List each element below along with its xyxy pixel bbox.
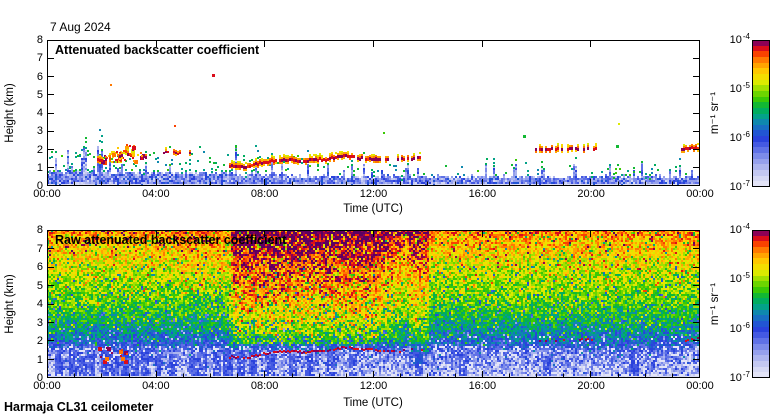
y-tick-label: 2 [36,335,43,347]
y-tick-label: 8 [36,224,43,236]
x-tick-label: 04:00 [142,380,170,392]
colorbar-tick-label: 10-4 [729,32,750,46]
x-tick-label: 00:00 [686,380,714,392]
y-tick-label: 6 [36,70,43,83]
top-colorbar-unit-label: m⁻¹ sr⁻¹ [709,91,721,135]
bottom-colorbar-unit-label: m⁻¹ sr⁻¹ [709,282,721,326]
x-tick-label: 16:00 [468,380,497,392]
y-tick-label: 6 [36,261,43,273]
y-tick-label: 4 [36,107,43,119]
y-tick-label: 2 [36,143,43,156]
y-tick-label: 5 [36,88,43,101]
raw-backscatter-heatmap [47,230,700,378]
x-tick-label: 00:00 [33,380,61,392]
y-tick-label: 1 [36,353,43,366]
top-x-axis-label: Time (UTC) [343,203,403,215]
top-colorbar [752,40,770,187]
colorbar-tick-label: 10-5 [729,81,750,95]
x-tick-label: 00:00 [33,188,61,200]
x-tick-label: 12:00 [359,380,388,392]
y-tick-label: 8 [36,34,43,46]
colorbar-tick-label: 10-5 [729,271,750,286]
colorbar-tick-label: 10-6 [729,130,750,144]
top-panel-title: Attenuated backscatter coefficient [55,43,260,57]
y-tick-label: 0 [36,180,43,192]
date-label: 7 Aug 2024 [50,20,111,34]
bottom-panel-title: Raw attenuated backscatter coefficient [55,233,287,247]
colorbar-tick-label: 10-7 [729,179,750,193]
bottom-colorbar [752,230,770,378]
x-tick-label: 20:00 [577,188,605,200]
colorbar-tick-label: 10-7 [729,370,750,384]
x-tick-label: 20:00 [577,380,605,392]
y-tick-label: 7 [36,242,43,255]
y-tick-label: 1 [36,161,43,174]
y-tick-label: 5 [36,279,43,292]
attenuated-backscatter-heatmap [47,40,700,186]
x-tick-label: 08:00 [250,380,279,392]
x-tick-label: 08:00 [250,188,279,200]
instrument-label: Harmaja CL31 ceilometer [4,400,154,414]
bottom-x-axis-label: Time (UTC) [343,397,403,409]
y-tick-label: 4 [36,298,43,310]
y-tick-label: 0 [36,372,43,384]
x-tick-label: 16:00 [468,188,497,200]
x-tick-label: 12:00 [359,188,388,200]
x-tick-label: 04:00 [142,188,170,200]
y-tick-label: 7 [36,52,43,65]
colorbar-tick-label: 10-4 [729,222,750,236]
y-tick-label: 3 [36,316,43,329]
x-tick-label: 00:00 [686,188,714,200]
y-tick-label: 3 [36,125,43,138]
colorbar-tick-label: 10-6 [729,320,750,335]
